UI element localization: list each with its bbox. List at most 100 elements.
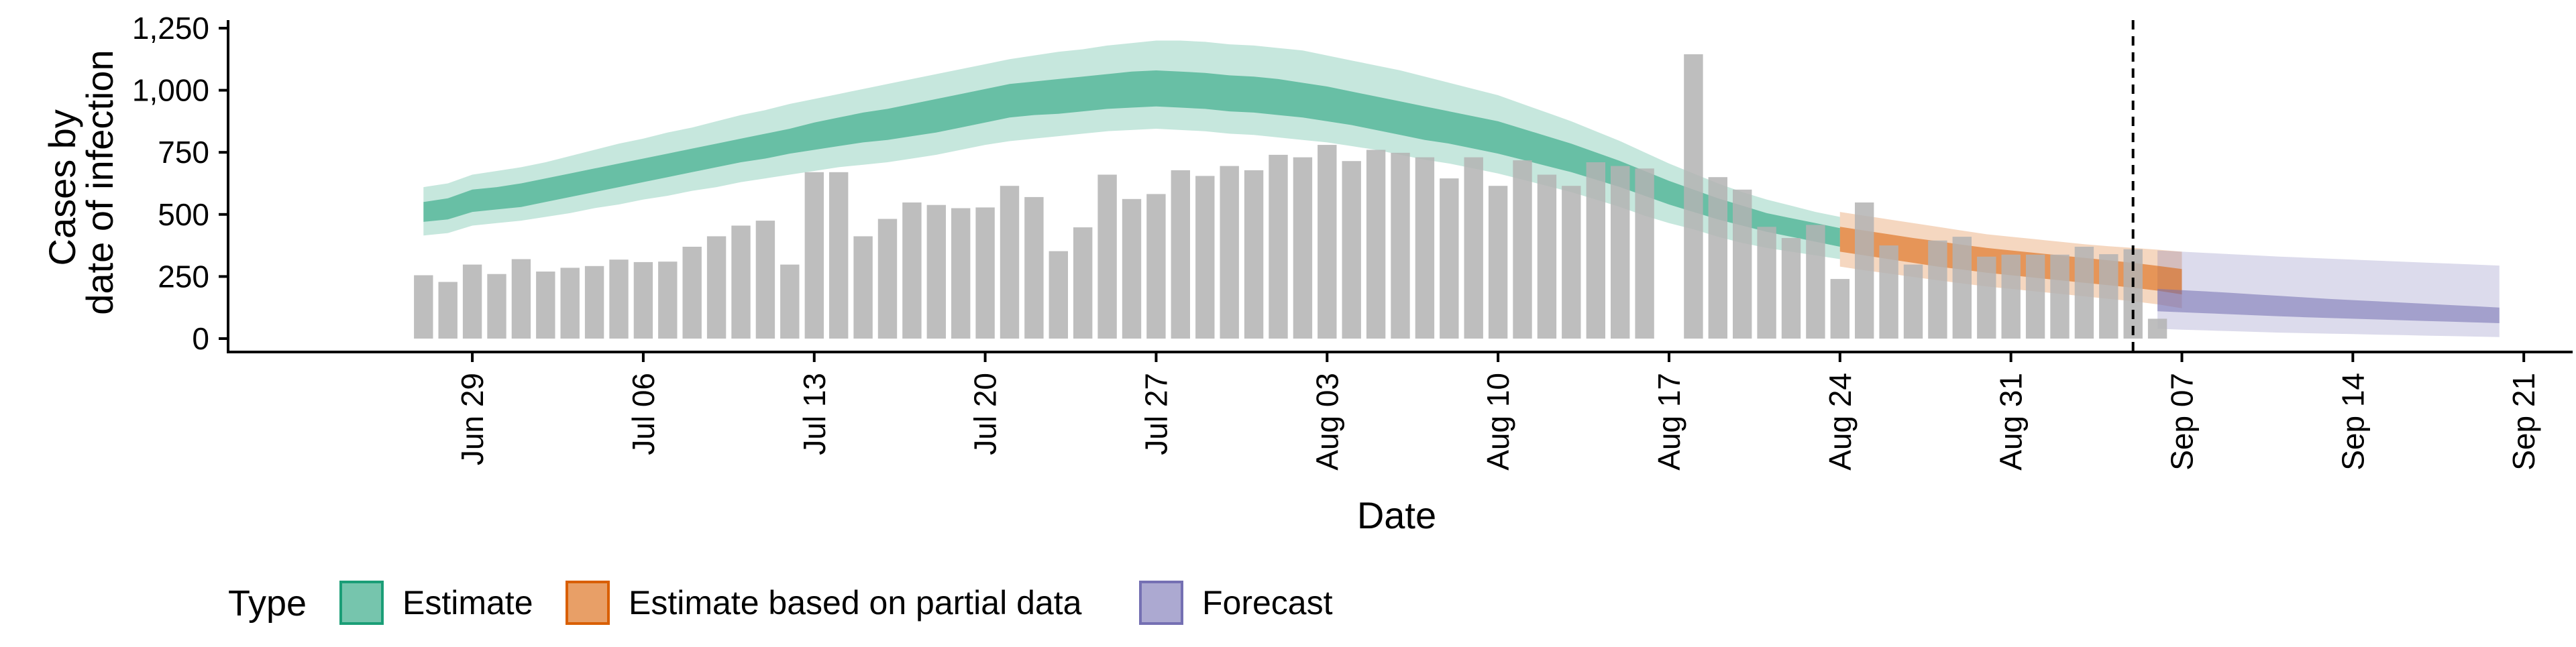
reported-cases-bar <box>877 219 898 339</box>
reported-cases-bar <box>658 261 678 339</box>
reported-cases-bar <box>1537 174 1557 339</box>
legend: Type Estimate Estimate based on partial … <box>228 581 1333 625</box>
y-tick-label: 1,250 <box>132 11 209 46</box>
legend-title: Type <box>228 583 307 624</box>
forecast-inner-band <box>2157 288 2500 323</box>
reported-cases-bar <box>902 202 922 339</box>
reported-cases-bar <box>2074 247 2094 339</box>
reported-cases-bar <box>511 259 531 339</box>
legend-label-forecast: Forecast <box>1202 584 1333 622</box>
x-tick-label: Sep 07 <box>2165 373 2200 471</box>
legend-key-forecast <box>1139 581 1183 625</box>
y-tick-label: 0 <box>192 321 209 356</box>
x-tick-label: Jul 27 <box>1138 373 1173 455</box>
reported-cases-bar <box>1318 145 1337 339</box>
reported-cases-bar <box>1903 264 1923 339</box>
x-tick-label: Aug 24 <box>1823 373 1858 471</box>
x-tick-label: Sep 14 <box>2335 373 2370 471</box>
reported-cases-bar <box>1586 162 1605 339</box>
reported-cases-bar <box>584 266 604 339</box>
reported-cases-bar <box>755 221 775 339</box>
x-tick-label: Jul 06 <box>626 373 661 455</box>
y-tick-label: 1,000 <box>132 73 209 108</box>
legend-label-partial: Estimate based on partial data <box>629 584 1082 622</box>
reported-cases-bar <box>1611 166 1630 339</box>
reported-cases-bar <box>1391 152 1410 339</box>
tick-layer: 0 250 500 750 1,000 1,250 Jun 29 Jul 06 Jul 13 Ju… <box>132 11 2541 471</box>
reported-cases-bar <box>2099 254 2118 339</box>
estimate-inner-band <box>423 70 1840 247</box>
reported-cases-bar <box>560 268 580 339</box>
reported-cases-bar <box>2147 318 2167 339</box>
y-tick-label: 750 <box>158 135 209 170</box>
reported-cases-bar <box>1195 176 1215 339</box>
x-tick-label: Jul 13 <box>797 373 832 455</box>
x-tick-label: Jul 20 <box>968 373 1003 455</box>
reported-cases-bar <box>1220 166 1239 339</box>
reported-cases-bar <box>1830 279 1849 339</box>
reported-cases-bar <box>1733 189 1752 339</box>
reported-cases-bar <box>1855 202 1874 339</box>
axis-titles: Date Cases by date of infection <box>41 50 1436 536</box>
reported-cases-bar <box>1952 237 1972 339</box>
reported-cases-bar <box>2025 254 2045 339</box>
reported-cases-bar <box>1635 168 1654 339</box>
legend-key-partial <box>566 581 610 625</box>
reported-cases-bar <box>1122 198 1142 339</box>
reported-cases-bar <box>804 172 824 339</box>
reported-cases-bar <box>780 264 800 339</box>
reported-cases-bar <box>1513 160 1532 339</box>
reported-cases-bar <box>2001 254 2021 339</box>
reported-cases-bar <box>1000 186 1020 339</box>
estimate-outer-band <box>423 40 1840 259</box>
reported-cases-bar <box>951 208 971 339</box>
bar-layer <box>414 54 2167 339</box>
reported-cases-bar <box>438 282 458 339</box>
reported-cases-bar <box>536 272 555 339</box>
reported-cases-bar <box>706 236 727 339</box>
reported-cases-bar <box>829 172 849 339</box>
reported-cases-bar <box>1928 240 1947 339</box>
reported-cases-bar <box>633 261 653 339</box>
x-tick-label: Sep 21 <box>2506 373 2541 471</box>
reported-cases-bar <box>1464 157 1483 339</box>
reported-cases-bar <box>1097 174 1117 339</box>
reported-cases-bar <box>1293 157 1313 339</box>
reported-cases-bar <box>487 274 506 339</box>
reported-cases-bar <box>1366 150 1386 339</box>
reported-cases-bar <box>1488 186 1508 339</box>
reported-cases-bar <box>1562 186 1581 339</box>
x-tick-label: Aug 17 <box>1652 373 1686 471</box>
y-axis-title: Cases by date of infection <box>41 50 121 314</box>
y-tick-label: 500 <box>158 197 209 232</box>
reported-cases-bar <box>1244 170 1264 339</box>
reported-cases-bar <box>1708 177 1727 339</box>
reported-cases-bar <box>1879 245 1898 339</box>
reported-cases-bar <box>1977 256 1996 339</box>
reported-cases-bar <box>1440 178 1459 339</box>
reported-cases-bar <box>731 225 751 339</box>
reported-cases-bar <box>926 204 946 339</box>
legend-key-estimate <box>339 581 384 625</box>
reported-cases-bar <box>414 275 433 339</box>
reported-cases-bar <box>853 236 873 339</box>
reported-cases-bar <box>462 264 482 339</box>
reported-cases-bar <box>1781 238 1801 339</box>
reported-cases-bar <box>2050 254 2070 339</box>
reported-cases-bar <box>1073 227 1093 339</box>
reported-cases-bar <box>1146 194 1166 339</box>
reported-cases-bar <box>1415 157 1435 339</box>
x-tick-label: Jun 29 <box>455 373 490 465</box>
reported-cases-bar <box>682 247 702 339</box>
reported-cases-bar <box>609 259 629 339</box>
reported-cases-bar <box>1757 227 1776 339</box>
y-axis-title-line-1: Cases by <box>41 109 83 266</box>
x-tick-label: Aug 31 <box>1994 373 2029 471</box>
reported-cases-bar <box>1342 161 1361 339</box>
reported-cases-bar <box>1684 54 1703 339</box>
reported-cases-bar <box>1806 225 1825 339</box>
x-axis-title: Date <box>1357 494 1436 536</box>
y-axis-title-line-2: date of infection <box>78 50 121 314</box>
reported-cases-bar <box>1171 170 1190 339</box>
